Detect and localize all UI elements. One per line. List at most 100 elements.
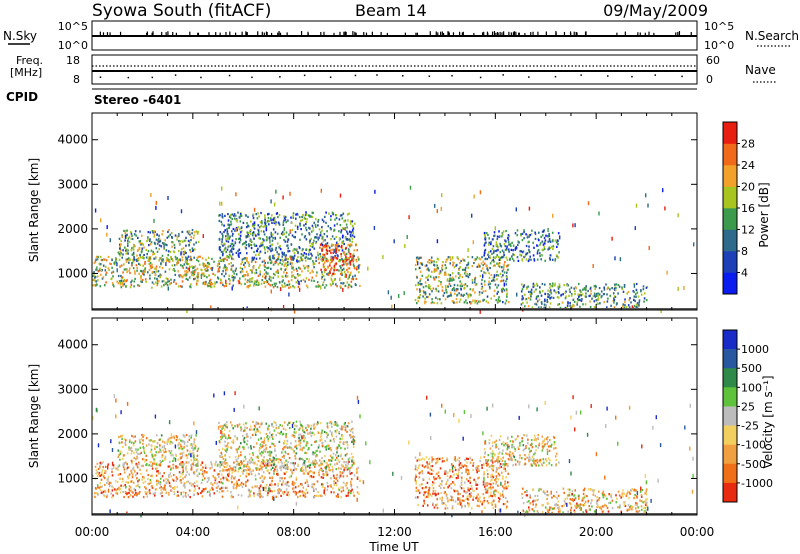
range-gate-cell [539, 286, 541, 289]
range-gate-cell [170, 278, 172, 281]
range-gate-cell [462, 258, 464, 261]
range-gate-cell [111, 282, 114, 285]
range-gate-cell [188, 239, 190, 242]
range-gate-cell [603, 301, 605, 304]
range-gate-cell [339, 265, 341, 268]
range-gate-cell [248, 243, 250, 246]
range-gate-cell [130, 489, 133, 492]
range-gate-cell [256, 217, 259, 220]
range-gate-cell [506, 271, 508, 274]
range-gate-cell [172, 479, 175, 482]
range-gate-cell [281, 455, 284, 458]
range-gate-cell [169, 451, 172, 455]
range-gate-cell [288, 421, 291, 424]
range-gate-cell [236, 254, 239, 257]
range-gate-cell [240, 427, 243, 430]
range-gate-cell [299, 490, 301, 493]
range-gate-cell [242, 472, 244, 475]
range-gate-cell [289, 229, 291, 234]
range-gate-cell [259, 250, 262, 253]
range-gate-cell [242, 257, 245, 260]
range-gate-cell [302, 486, 305, 489]
range-gate-cell [181, 454, 184, 457]
range-gate-cell [169, 472, 172, 475]
range-gate-cell [324, 286, 326, 289]
range-gate-cell [345, 257, 347, 260]
range-gate-cell [183, 484, 186, 487]
range-gate-cell [352, 260, 355, 263]
range-gate-cell [606, 287, 609, 290]
range-gate-cell [254, 244, 256, 247]
range-gate-cell [312, 424, 315, 427]
range-gate-cell [129, 267, 131, 270]
range-gate-cell [329, 439, 332, 442]
y-tick-label: 3000 [57, 177, 88, 191]
range-gate-cell [513, 253, 515, 257]
range-gate-cell [308, 251, 311, 254]
range-gate-cell [138, 491, 141, 494]
range-gate-cell [297, 255, 299, 259]
range-gate-cell [483, 251, 486, 254]
range-gate-cell [147, 259, 150, 262]
range-gate-cell [159, 464, 161, 467]
plot-title: Syowa South (fitACF) [92, 1, 271, 21]
range-gate-cell [321, 249, 323, 252]
range-gate-cell [144, 260, 146, 264]
range-gate-cell [504, 248, 507, 251]
range-gate-cell [147, 231, 150, 234]
range-gate-cell [170, 441, 172, 444]
range-gate-cell [261, 458, 264, 461]
range-gate-cell [193, 472, 196, 475]
range-gate-cell [304, 266, 307, 269]
range-gate-cell [232, 495, 234, 499]
range-gate-cell [108, 482, 110, 485]
range-gate-cell [352, 491, 355, 494]
range-gate-cell [444, 272, 447, 275]
range-gate-cell [172, 269, 174, 272]
range-gate-cell [268, 428, 270, 431]
range-gate-cell [299, 222, 301, 225]
range-gate-cell [203, 272, 205, 275]
range-gate-cell [142, 445, 145, 448]
range-gate-cell [346, 475, 348, 478]
range-gate-cell [455, 288, 458, 291]
range-gate-cell [196, 474, 199, 478]
range-gate-cell [279, 466, 281, 469]
range-gate-cell [171, 245, 173, 248]
range-gate-cell [171, 264, 174, 267]
range-gate-cell [118, 488, 121, 491]
range-gate-cell [281, 465, 284, 468]
range-gate-cell [132, 251, 135, 254]
range-gate-cell [424, 300, 426, 305]
range-gate-cell [278, 246, 281, 249]
range-gate-cell [154, 440, 156, 443]
range-gate-cell [498, 262, 501, 265]
range-gate-cell [547, 293, 549, 296]
range-gate-cell [322, 258, 324, 261]
range-gate-cell [313, 495, 316, 499]
range-gate-cell [215, 486, 218, 489]
range-gate-cell [476, 302, 479, 305]
range-gate-cell [535, 297, 538, 300]
range-gate-cell [524, 305, 526, 308]
range-gate-cell [309, 271, 312, 274]
range-gate-cell [151, 454, 154, 457]
range-gate-cell [595, 292, 598, 296]
range-gate-cell [220, 243, 223, 246]
range-gate-cell [647, 203, 649, 208]
range-gate-cell [176, 490, 179, 493]
range-gate-cell [230, 242, 233, 245]
range-gate-cell [502, 268, 505, 271]
range-gate-cell [301, 426, 304, 429]
range-gate-cell [419, 270, 422, 273]
colorbar-tick-label: 20 [741, 181, 755, 194]
range-gate-cell [211, 282, 213, 285]
range-gate-cell [182, 465, 184, 468]
range-gate-cell [151, 485, 153, 488]
range-gate-cell [128, 485, 131, 488]
range-gate-cell [482, 267, 484, 270]
range-gate-cell [186, 257, 189, 260]
range-gate-cell [153, 218, 155, 223]
range-gate-cell [227, 237, 229, 240]
range-gate-cell [292, 448, 294, 451]
